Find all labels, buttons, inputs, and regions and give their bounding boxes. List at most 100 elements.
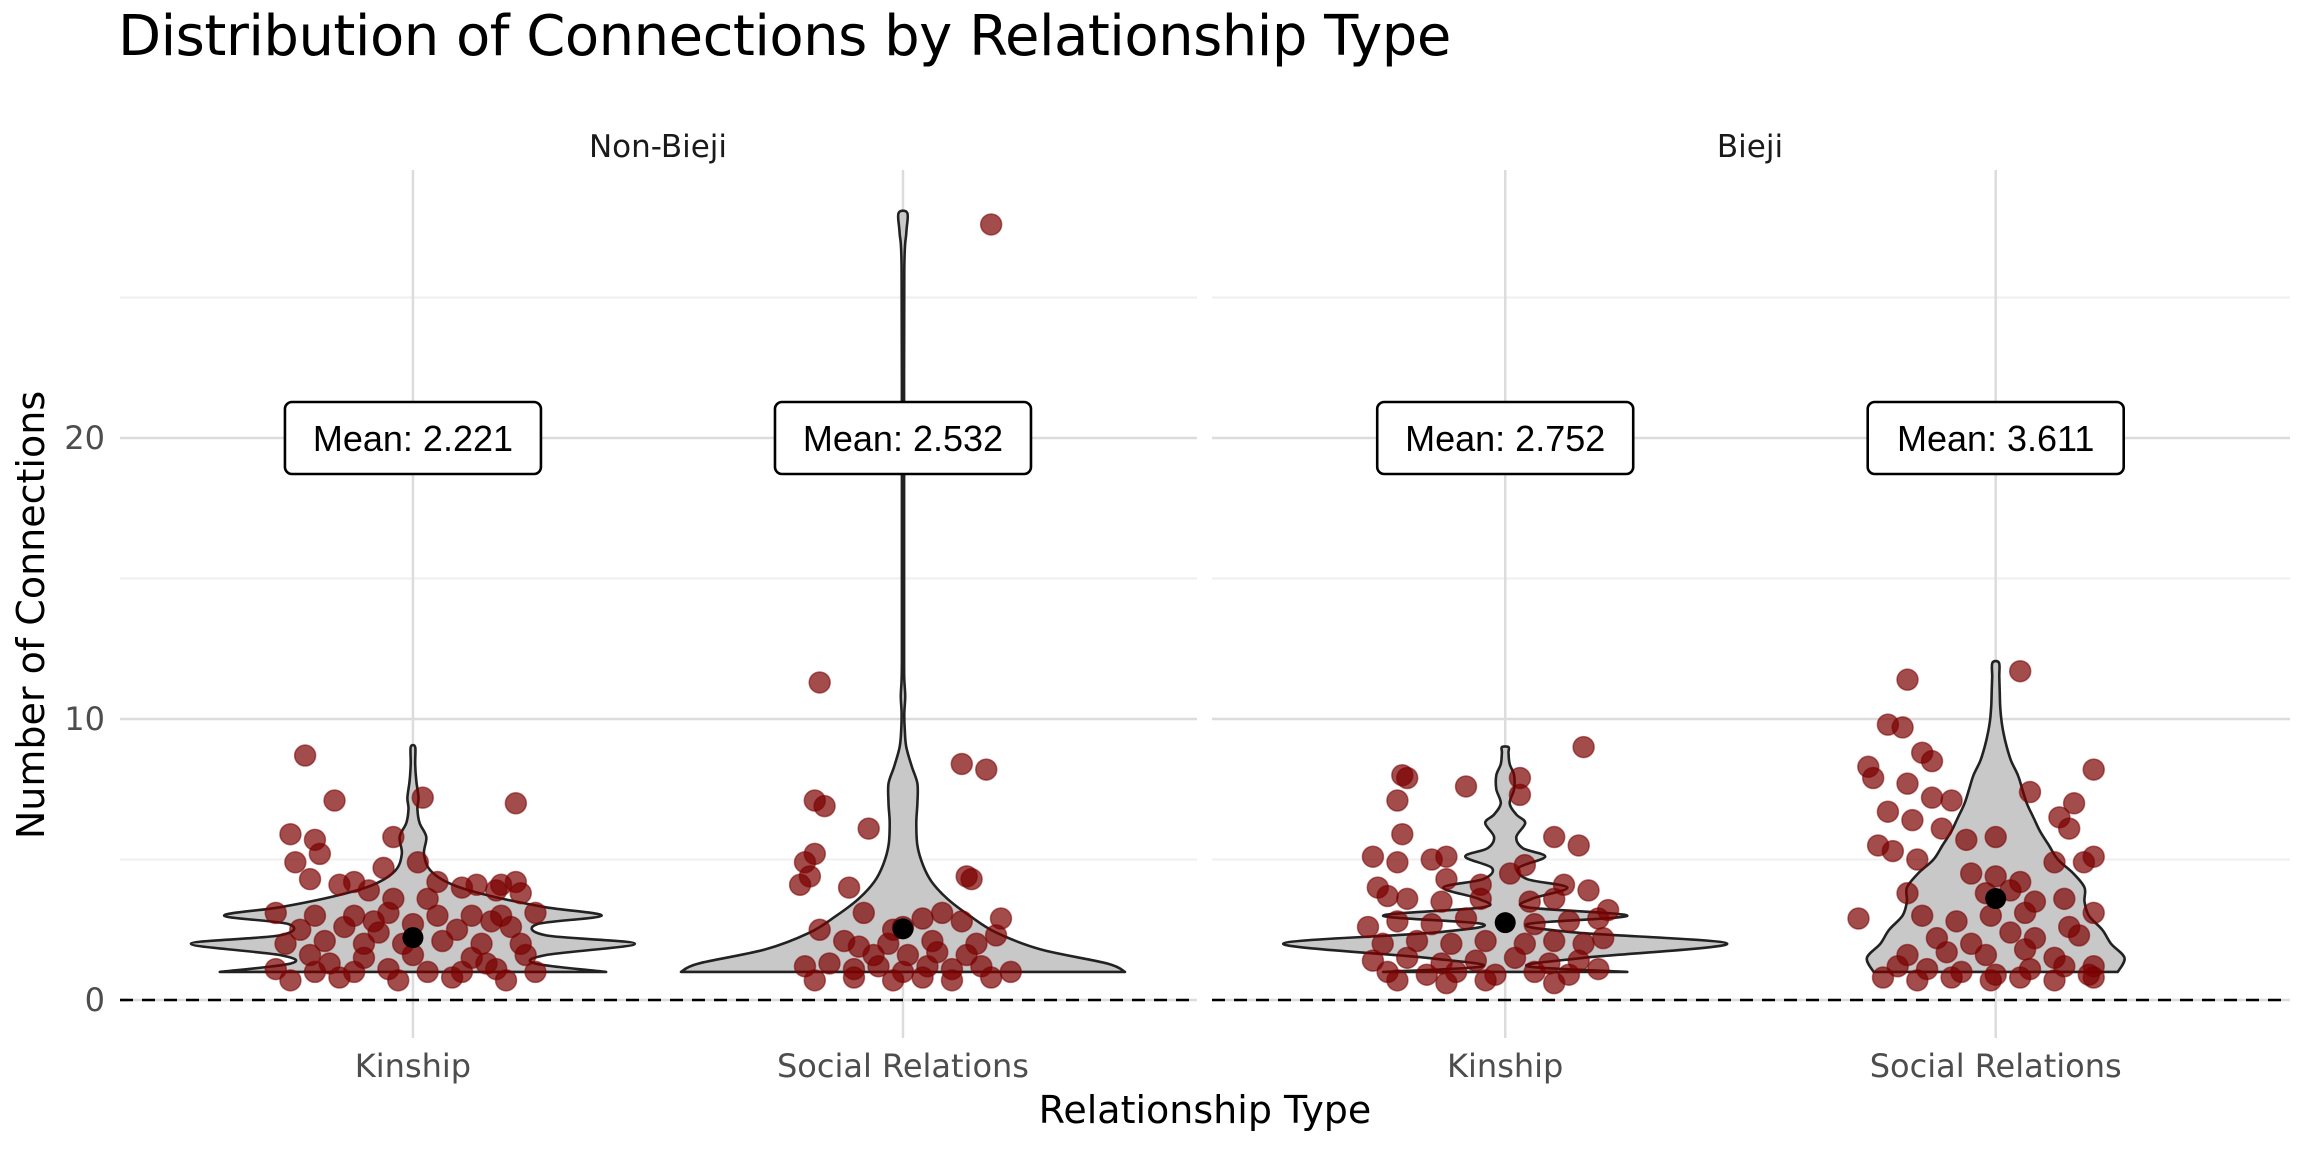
data-point [999,960,1023,984]
data-point [881,969,905,992]
data-point [426,870,449,894]
data-point [1542,887,1566,911]
data-point [803,969,827,992]
data-point [480,910,503,933]
data-point [1876,800,1900,823]
data-point [509,881,532,905]
data-point [298,867,322,891]
mean-label-text: Mean: 3.611 [1897,418,2094,459]
data-point [1503,946,1527,970]
data-point [514,943,537,967]
y-tick-label: 0 [85,981,105,1019]
data-point [2018,780,2042,804]
facet-panel-non-bieji: Non-Bieji Mean: 2.221 Kinship Mean: 2.532 So… [120,129,1197,1085]
data-point [979,966,1003,989]
data-point [1454,775,1478,798]
data-point [1984,825,2007,849]
data-point [813,794,836,818]
data-point [323,789,346,812]
data-point [1591,926,1615,950]
data-point [465,873,488,897]
data-point [926,940,949,964]
violin-group: Mean: 2.532 [679,209,1127,992]
x-axis-title: Relationship Type [1039,1088,1372,1132]
mean-label-text: Mean: 2.532 [803,418,1003,459]
data-point [896,943,920,967]
data-point [318,952,341,975]
data-point [264,901,287,925]
data-point [1871,966,1895,989]
data-point [308,842,332,866]
data-point [1542,929,1566,953]
data-point [1896,772,1919,795]
x-tick-label: Social Relations [1870,1047,2122,1085]
data-point [960,867,983,891]
data-point [1920,749,1944,773]
violin-shape [679,209,1127,974]
data-point [1386,969,1409,992]
mean-point [892,918,914,940]
facet-strip-label: Non-Bieji [589,129,727,165]
data-point [1861,766,1885,790]
data-point [2082,901,2105,925]
data-point [808,918,831,941]
data-point [313,929,336,953]
data-point [1386,851,1409,874]
data-point [1474,969,1497,992]
data-point [362,910,385,933]
data-point [352,946,376,970]
data-point [837,876,861,899]
data-point [1376,884,1399,908]
data-point [1542,825,1566,849]
data-point [1474,929,1497,953]
data-point [950,752,974,776]
data-point [279,822,302,846]
mean-point [402,927,424,949]
data-point [298,943,322,967]
violin-group: Mean: 2.221 [189,400,637,992]
data-point [940,969,964,992]
data-point [818,952,841,975]
data-point [499,915,523,939]
data-point [2013,901,2037,925]
data-point [1395,946,1419,970]
mean-label-box [1866,400,2126,476]
mean-label: Mean: 2.752 [1375,400,1635,476]
y-tick-label: 10 [64,700,105,738]
data-point [857,817,880,840]
data-point [1587,907,1610,930]
facet-strip-label: Bieji [1717,129,1783,165]
data-point [1847,907,1870,930]
data-point [1371,932,1394,956]
x-tick-label: Social Relations [777,1047,1029,1085]
mean-point [1985,888,2007,910]
data-point [1906,969,1929,992]
data-point [1572,735,1595,759]
data-point [1984,865,2007,888]
data-point [382,825,405,849]
data-point [2077,963,2101,986]
data-point [524,901,547,925]
data-point [1508,783,1532,807]
data-point [411,786,434,809]
data-point [2067,924,2091,947]
data-point [1356,915,1380,939]
data-point [1896,943,1919,967]
data-point [1979,969,2003,992]
data-point [979,213,1003,236]
data-point [2008,966,2032,989]
data-point [1386,789,1409,812]
data-point [1881,839,1905,863]
data-point [279,969,302,992]
data-point [406,851,430,874]
data-point [1935,940,1958,964]
data-point [1959,862,1983,885]
data-point [2043,969,2066,992]
data-point [1891,716,1914,739]
data-point [911,966,934,989]
data-point [1896,881,1919,905]
violin-group: Mean: 2.752 [1281,400,1729,995]
data-point [1440,932,1463,956]
data-point [1901,808,1924,832]
chart-title: Distribution of Connections by Relations… [118,4,1451,69]
